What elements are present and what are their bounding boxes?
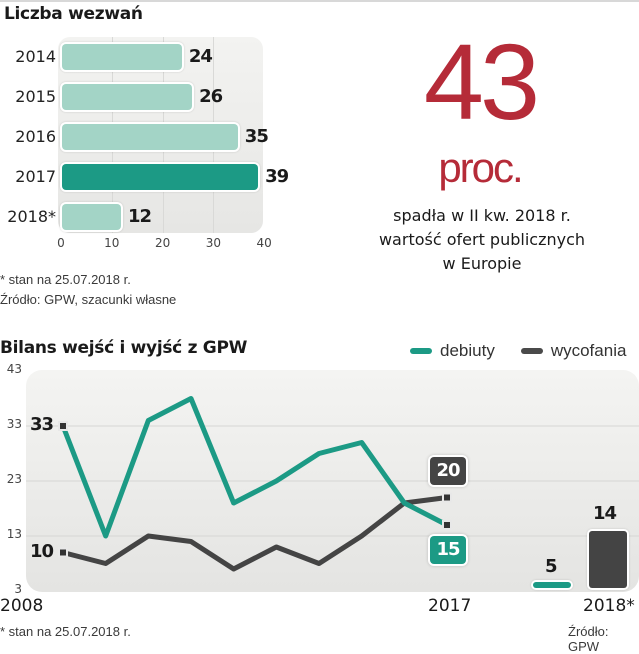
extra-label-wycofania: 14 <box>593 502 617 524</box>
bar-category-label: 2015 <box>15 87 56 106</box>
stat-description: spadła w II kw. 2018 r. wartość ofert pu… <box>350 204 614 276</box>
line-start-label-debiuty: 33 <box>30 414 54 435</box>
legend: debiuty wycofania <box>410 341 626 361</box>
line-chart <box>26 396 639 572</box>
bar-chart-source: Źródło: GPW, szacunki własne <box>0 292 177 307</box>
extra-label-debiuty: 5 <box>545 556 557 577</box>
bar-x-tick: 40 <box>256 236 272 250</box>
line-end-tag-debiuty: 15 <box>430 536 466 564</box>
bar-value-label: 35 <box>244 126 269 147</box>
top-divider <box>0 0 639 2</box>
line-endpoint-marker-wycofania <box>442 492 452 503</box>
extra-bar-wycofania <box>589 530 627 588</box>
bar-value-label: 26 <box>199 86 223 107</box>
bar-x-tick: 20 <box>154 236 171 250</box>
line-start-label-wycofania: 10 <box>30 540 54 562</box>
bar-value-label: 12 <box>127 206 152 227</box>
extra-bar-debiuty <box>533 582 571 588</box>
line-chart-source: Źródło: GPW <box>568 624 609 654</box>
bar-chart: 2014 24 2015 26 2016 35 2017 39 2018* 12 0 10 20 30 40 <box>0 0 320 260</box>
bar-x-tick: 0 <box>57 236 65 250</box>
legend-label-wycofania: wycofania <box>550 341 627 360</box>
bar-category-label: 2018* <box>7 207 56 226</box>
bar-x-tick: 30 <box>205 236 222 250</box>
bar-chart-title: Liczba wezwań <box>4 4 143 24</box>
bar-x-tick: 10 <box>104 236 120 250</box>
line-series-wycofania <box>62 495 448 572</box>
bar <box>62 124 238 150</box>
line-y-tick: 23 <box>6 472 22 486</box>
bar-value-label: 39 <box>265 166 289 187</box>
line-y-tick: 3 <box>14 582 22 596</box>
bar <box>62 84 193 110</box>
line-end-tag-wycofania: 20 <box>430 456 466 485</box>
bar-category-label: 2017 <box>15 167 56 186</box>
bar <box>62 44 182 70</box>
legend-swatch-debiuty <box>410 348 432 354</box>
line-y-tick: 13 <box>6 527 22 541</box>
line-endpoint-marker-debiuty <box>442 520 452 530</box>
bar-chart-footnote: * stan na 25.07.2018 r. <box>0 272 131 287</box>
line-x-tick: 2018* <box>583 596 635 616</box>
line-chart-footnote: * stan na 25.07.2018 r. <box>0 624 131 639</box>
line-x-tick: 2008 <box>0 596 44 616</box>
stat-description-line: w Europie <box>442 254 522 273</box>
line-endpoint-marker-debiuty <box>58 421 68 431</box>
line-series-debiuty <box>60 396 449 539</box>
line-y-tick: 33 <box>6 417 22 431</box>
line-y-tick: 43 <box>6 362 22 376</box>
legend-label-debiuty: debiuty <box>440 341 495 360</box>
stat-unit: proc. <box>438 144 523 191</box>
stat-description-line: spadła w II kw. 2018 r. <box>393 206 571 225</box>
bar-category-label: 2016 <box>15 127 56 146</box>
bar-value-label: 24 <box>188 46 213 67</box>
bar-category-label: 2014 <box>15 47 56 66</box>
line-chart-labels: 43 33 23 13 3 33 10 20 15 5 14 2008 2017 2018* <box>0 362 635 616</box>
line-x-tick: 2017 <box>428 596 472 616</box>
bar <box>62 164 259 190</box>
bar <box>62 204 121 230</box>
line-endpoint-marker-wycofania <box>58 547 68 558</box>
legend-swatch-wycofania <box>520 348 543 354</box>
line-chart-title: Bilans wejść i wyjść z GPW <box>0 338 248 358</box>
stat-description-line: wartość ofert publicznych <box>378 230 586 249</box>
stat-number: 43 <box>423 21 540 142</box>
